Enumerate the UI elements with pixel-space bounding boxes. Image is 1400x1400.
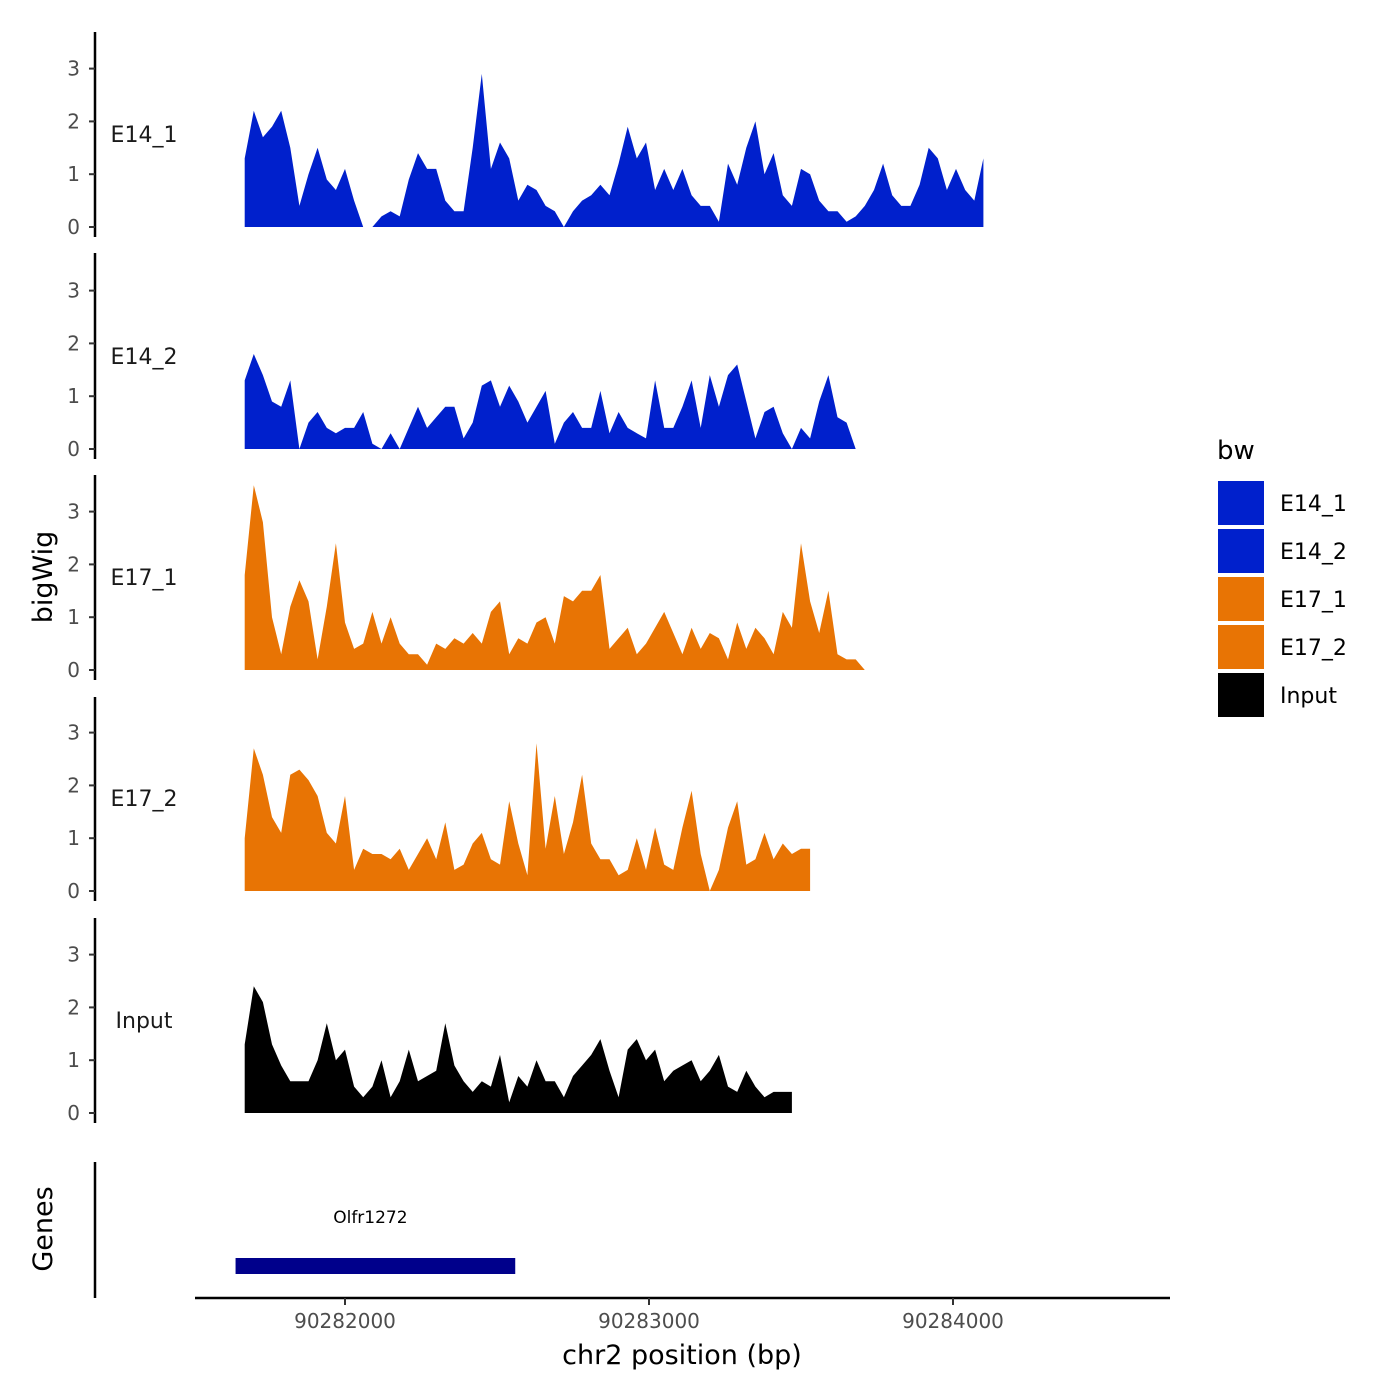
track-E17_1: 0 1 2 3 E17_1: [67, 475, 865, 682]
y-tick-label: 0: [67, 215, 80, 239]
y-tick-label: 1: [67, 384, 80, 408]
y-tick-label: 0: [67, 879, 80, 903]
genes-axis-title: Genes: [28, 1186, 59, 1271]
gene-label: Olfr1272: [333, 1208, 407, 1228]
track-E14_1: 0 1 2 3 E14_1: [67, 32, 984, 239]
legend-swatch: [1218, 673, 1264, 717]
legend-item-E14_1: E14_1: [1218, 481, 1347, 525]
legend-swatch: [1218, 529, 1264, 573]
track-label: E17_2: [111, 787, 178, 812]
y-tick-label: 3: [67, 721, 80, 745]
legend-swatch: [1218, 481, 1264, 525]
y-tick-label: 0: [67, 437, 80, 461]
track-label: E17_1: [111, 566, 178, 591]
legend-item-E17_1: E17_1: [1218, 577, 1347, 621]
track-label: Input: [116, 1009, 173, 1034]
track-label: E14_2: [111, 345, 178, 370]
y-tick-label: 1: [67, 826, 80, 850]
y-tick-label: 0: [67, 658, 80, 682]
y-tick-label: 2: [67, 995, 80, 1019]
y-tick-label: 3: [67, 57, 80, 81]
legend-label: E14_1: [1280, 492, 1347, 517]
gene-olfr1272-bar[interactable]: [235, 1258, 516, 1274]
legend-item-E14_2: E14_2: [1218, 529, 1347, 573]
x-axis-ticks: 90282000 90283000 90284000: [294, 1298, 1004, 1333]
legend-label: Input: [1280, 684, 1337, 709]
y-tick-label: 3: [67, 279, 80, 303]
track-E17_2: 0 1 2 3 E17_2: [67, 697, 811, 903]
tracks: 0 1 2 3 E14_1 0 1 2 3 E14_2 0 1 2 3 E17_1 0 1 2 3 E17_2 0 1 2 3…: [67, 32, 984, 1125]
y-tick-label: 2: [67, 331, 80, 355]
legend-swatch: [1218, 625, 1264, 669]
track-Input: 0 1 2 3 Input: [67, 918, 792, 1125]
track-label: E14_1: [111, 123, 178, 148]
legend-label: E17_2: [1280, 636, 1347, 661]
legend-label: E14_2: [1280, 540, 1347, 565]
y-tick-label: 3: [67, 500, 80, 524]
y-axis-title: bigWig: [28, 531, 59, 624]
y-tick-label: 1: [67, 162, 80, 186]
signal-area-E14_1: [244, 73, 984, 228]
signal-area-E17_2: [244, 743, 811, 891]
legend-label: E17_1: [1280, 588, 1347, 613]
y-tick-label: 3: [67, 943, 80, 967]
x-axis-title: chr2 position (bp): [562, 1340, 802, 1371]
y-tick-label: 2: [67, 552, 80, 576]
signal-area-E14_2: [244, 354, 856, 449]
x-tick-label: 90284000: [902, 1309, 1004, 1333]
legend: E14_1 E14_2 E17_1 E17_2 Input: [1218, 481, 1347, 717]
x-tick-label: 90283000: [598, 1309, 700, 1333]
legend-title: bw: [1217, 436, 1255, 466]
y-tick-label: 2: [67, 773, 80, 797]
track-E14_2: 0 1 2 3 E14_2: [67, 253, 856, 461]
signal-area-E17_1: [244, 485, 865, 670]
x-tick-label: 90282000: [294, 1309, 396, 1333]
y-tick-label: 1: [67, 1048, 80, 1072]
legend-item-E17_2: E17_2: [1218, 625, 1347, 669]
y-tick-label: 0: [67, 1101, 80, 1125]
y-tick-label: 2: [67, 109, 80, 133]
y-tick-label: 1: [67, 605, 80, 629]
legend-item-Input: Input: [1218, 673, 1337, 717]
legend-swatch: [1218, 577, 1264, 621]
signal-area-Input: [244, 986, 792, 1113]
